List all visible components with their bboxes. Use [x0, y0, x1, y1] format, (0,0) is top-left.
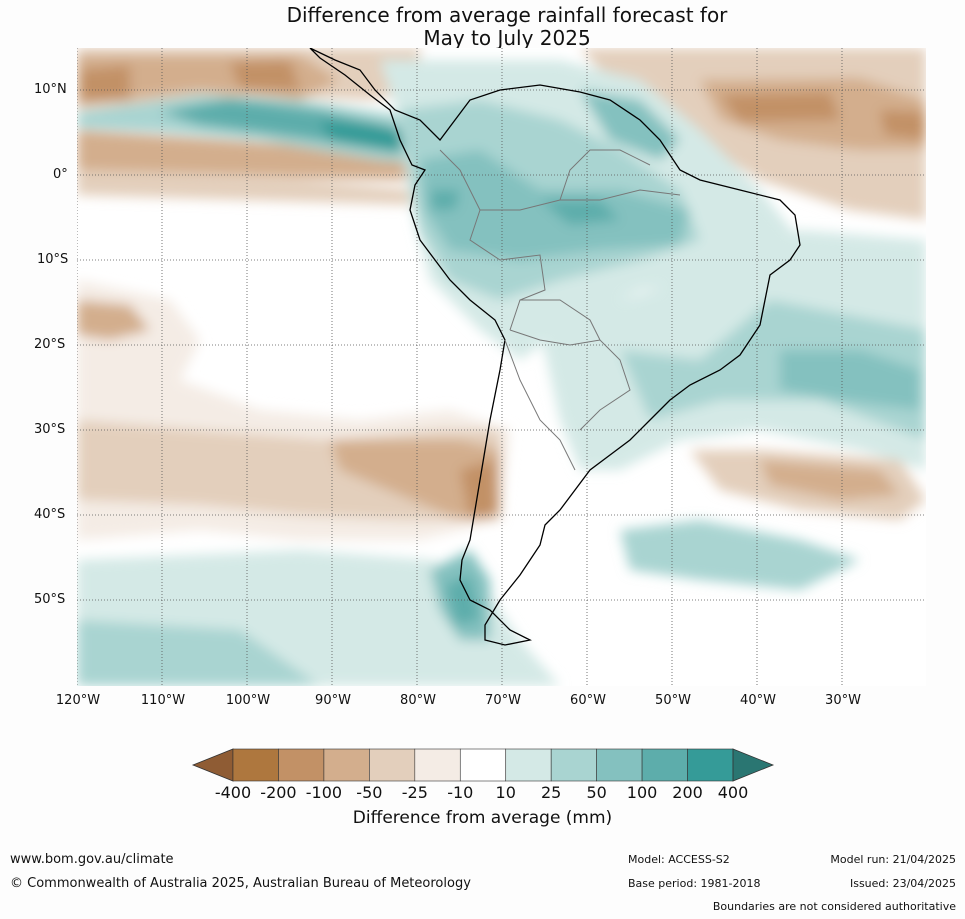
colorbar-over-arrow — [732, 748, 775, 782]
colorbar-box — [550, 748, 597, 782]
dry-region-central-chile — [330, 440, 500, 520]
wet-region-amazon-strong — [430, 190, 620, 225]
country-borders — [439, 149, 681, 471]
map-field — [77, 48, 926, 686]
lat-label-10s: 10°S — [37, 252, 69, 267]
dry-region-equatorial-pacific — [77, 130, 420, 180]
lat-label-20s: 20°S — [34, 337, 66, 352]
lat-label-0: 0° — [53, 167, 68, 182]
lon-label-40w: 40°W — [740, 693, 776, 708]
lon-label-90w: 90°W — [315, 693, 351, 708]
dry-region-north-pacific-strong — [80, 60, 300, 100]
colorbar-tick-label: -400 — [214, 783, 252, 802]
lat-label-30s: 30°S — [34, 422, 66, 437]
colorbar-tick-label: 25 — [540, 783, 562, 802]
rainfall-anomaly-layer — [77, 48, 926, 686]
colorbar-tick-label: -10 — [447, 783, 474, 802]
colorbar-box — [323, 748, 370, 782]
south-america-coastline — [309, 48, 801, 646]
dry-region-central-chile-strong — [460, 460, 498, 520]
wet-region-south-atlantic — [620, 520, 860, 590]
colorbar-box — [641, 748, 688, 782]
lon-label-80w: 80°W — [400, 693, 436, 708]
footer-disclaimer: Boundaries are not considered authoritat… — [712, 900, 956, 913]
colorbar-tick-label: -25 — [401, 783, 428, 802]
colorbar-box — [459, 748, 507, 782]
colorbar-tick-label: 10 — [495, 783, 516, 802]
colorbar-title: Difference from average (mm) — [352, 808, 613, 828]
colorbar-tick-label: -200 — [260, 783, 297, 802]
colorbar-tick-label: 400 — [717, 783, 749, 802]
colorbar-boxes — [232, 748, 734, 782]
lat-label-40s: 40°S — [34, 507, 66, 522]
colorbar-box — [414, 748, 461, 782]
colorbar-box — [278, 748, 325, 782]
colorbar-box — [232, 748, 279, 782]
colorbar — [191, 748, 775, 782]
dry-region-equatorial-pacific-edge — [77, 170, 420, 205]
lon-label-60w: 60°W — [570, 693, 606, 708]
colorbar-tick-label: 200 — [672, 783, 703, 802]
dry-region-west-pacific — [77, 300, 150, 340]
lat-label-50s: 50°S — [34, 592, 66, 607]
wet-region-patagonia-core — [445, 575, 480, 625]
colorbar-tick-label: -100 — [305, 783, 343, 802]
graticule — [77, 48, 926, 686]
footer-model-run: Model run: 21/04/2025 — [830, 853, 956, 866]
lon-label-110w: 110°W — [140, 693, 186, 708]
colorbar-box — [369, 748, 416, 782]
colorbar-box — [505, 748, 552, 782]
colorbar-tick-label: 50 — [586, 783, 607, 802]
footer-copyright: © Commonwealth of Australia 2025, Austra… — [10, 876, 471, 891]
colorbar-under-arrow — [191, 748, 234, 782]
wet-region-southeast-brazil-core — [620, 300, 926, 440]
colorbar-tick-label: 100 — [626, 783, 658, 802]
wet-region-southeast-atlantic-strong — [780, 350, 920, 410]
lon-label-120w: 120°W — [55, 693, 101, 708]
footer-url[interactable]: www.bom.gov.au/climate — [10, 852, 174, 867]
lat-label-10n: 10°N — [34, 82, 67, 97]
footer-model: Model: ACCESS-S2 — [628, 853, 730, 866]
lon-label-30w: 30°W — [825, 693, 861, 708]
chart-title: Difference from average rainfall forecas… — [0, 4, 965, 50]
title-line-2: May to July 2025 — [423, 26, 591, 50]
dry-region-south-atlantic-core — [760, 460, 900, 500]
colorbar-tick-label: -50 — [356, 783, 383, 802]
lon-label-50w: 50°W — [655, 693, 691, 708]
lon-label-100w: 100°W — [225, 693, 271, 708]
footer-issued: Issued: 23/04/2025 — [849, 877, 956, 890]
title-line-1: Difference from average rainfall forecas… — [286, 3, 728, 27]
footer-base-period: Base period: 1981-2018 — [628, 877, 761, 890]
colorbar-box — [687, 748, 734, 782]
lon-label-70w: 70°W — [485, 693, 521, 708]
wet-region-far-south-core — [77, 620, 320, 686]
colorbar-box — [596, 748, 643, 782]
wet-region-caribbean — [580, 90, 680, 160]
dry-region-north-atlantic-strong — [720, 92, 926, 140]
